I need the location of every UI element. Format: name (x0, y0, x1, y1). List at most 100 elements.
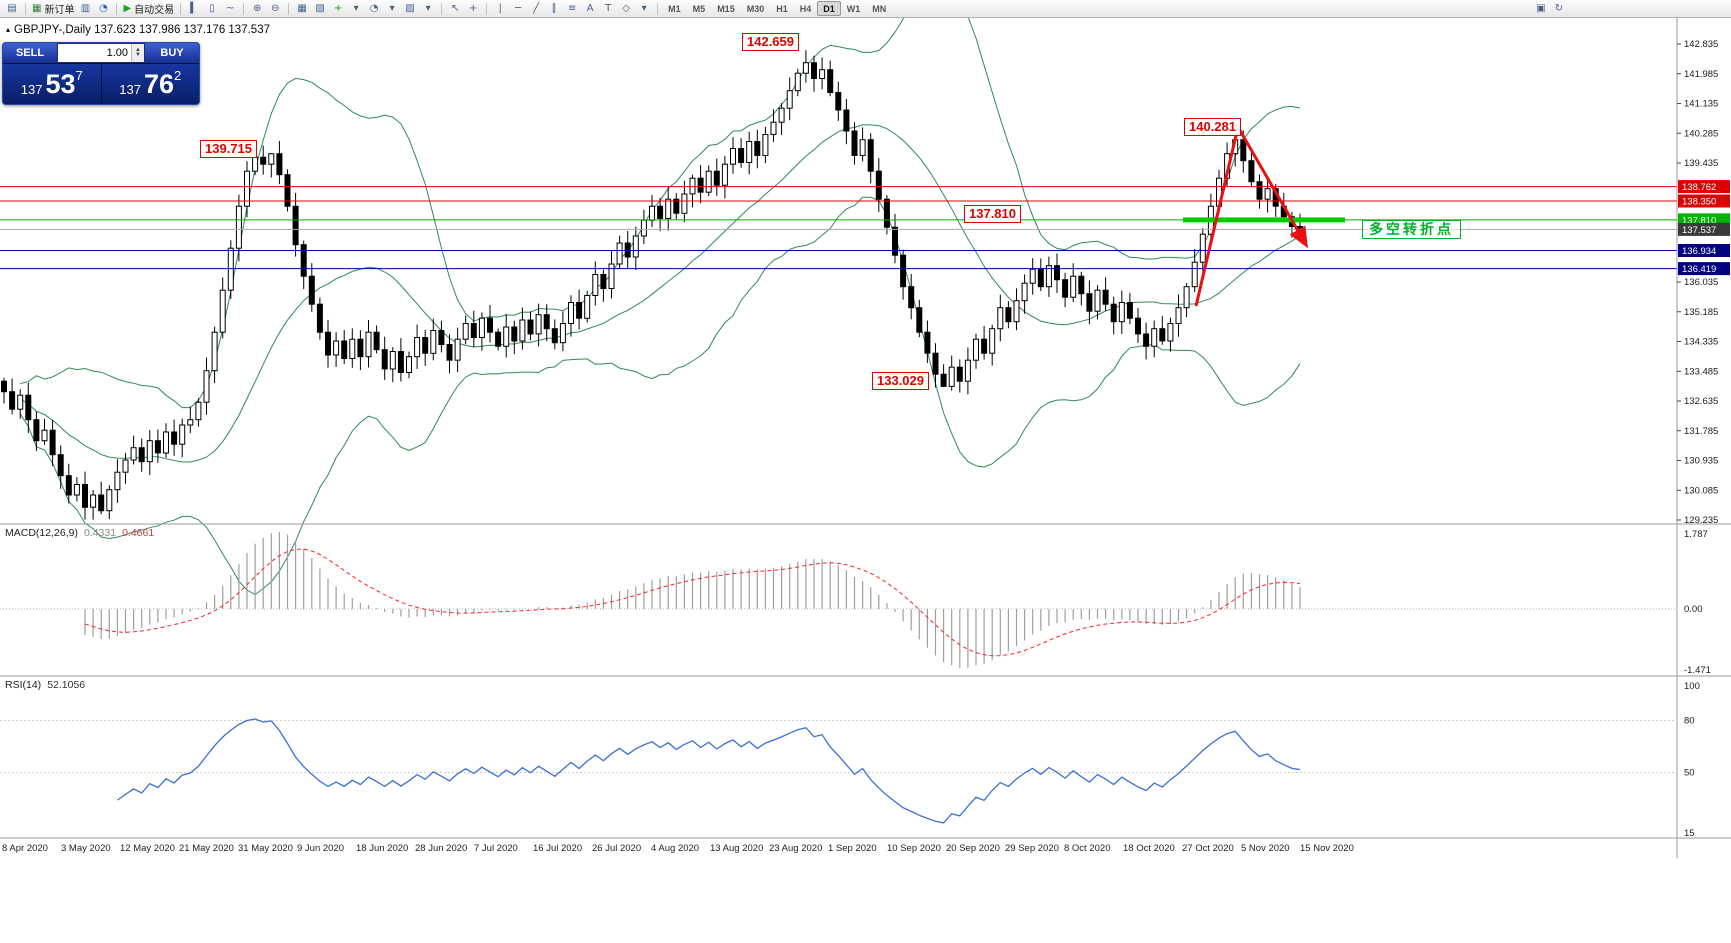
text-icon[interactable]: A (581, 1, 599, 16)
sell-button[interactable]: SELL (3, 43, 57, 63)
refresh-icon[interactable]: ↻ (1550, 1, 1568, 16)
buy-price[interactable]: 137 76 2 (101, 64, 199, 104)
symbol-marker-icon: ▴ (6, 25, 11, 34)
spin-up-icon[interactable]: ▲ (135, 47, 141, 53)
periods-icon[interactable]: ◔ (365, 1, 383, 16)
bollinger-middle[interactable] (19, 124, 1301, 463)
date-label: 31 May 2020 (238, 843, 293, 854)
chart-price-label[interactable]: 137.810 (964, 205, 1021, 223)
indicators-caret-icon: ▾ (353, 3, 359, 14)
cursor-icon[interactable]: ↖ (446, 1, 464, 16)
date-label: 16 Jul 2020 (533, 843, 582, 854)
timeframe-h4[interactable]: H4 (794, 1, 818, 16)
channel-icon: ∥ (551, 3, 557, 14)
sell-price[interactable]: 137 53 7 (3, 64, 101, 104)
timeframe-w1[interactable]: W1 (841, 1, 867, 16)
price-tag (1678, 244, 1730, 257)
macd-tick: -1.471 (1684, 665, 1711, 676)
vertical-line-icon: | (498, 3, 502, 14)
timeframe-h1[interactable]: H1 (770, 1, 794, 16)
zoom-out-icon[interactable]: ⊖ (266, 1, 284, 16)
candle-chart-type-icon: ▯ (209, 3, 215, 14)
chart-window-icon: ▤ (7, 3, 17, 14)
toolbar-separator (116, 2, 118, 15)
label-icon: T (605, 3, 612, 14)
price-tag-text: 138.762 (1682, 182, 1716, 193)
cursor-icon: ↖ (450, 3, 460, 14)
price-tag-text: 138.350 (1682, 197, 1716, 208)
timeframe-m15[interactable]: M15 (711, 1, 741, 16)
indicators-add-icon[interactable]: + (329, 1, 347, 16)
spin-down-icon[interactable]: ▼ (135, 52, 141, 58)
zoom-out-icon: ⊖ (270, 3, 280, 14)
timeframe-d1[interactable]: D1 (817, 1, 841, 16)
label-icon[interactable]: T (599, 1, 617, 16)
rsi-tick: 15 (1684, 828, 1695, 839)
price-tag (1678, 194, 1730, 208)
navigator-icon[interactable]: ▧ (311, 1, 329, 16)
buy-price-prefix: 137 (119, 82, 141, 97)
tile-windows-icon[interactable]: ▦ (293, 1, 311, 16)
shapes-caret-icon[interactable]: ▾ (635, 1, 653, 16)
chart-price-label[interactable]: 133.029 (872, 372, 929, 390)
window-arrange-icon[interactable]: ▣ (1532, 1, 1550, 16)
date-label: 23 Aug 2020 (769, 843, 822, 854)
clock-icon[interactable]: ◔ (94, 1, 112, 16)
line-chart-type-icon: ~ (225, 3, 235, 14)
chart-window-icon[interactable]: ▤ (3, 1, 21, 16)
templates-caret-icon[interactable]: ▾ (419, 1, 437, 16)
candle-chart-type-icon[interactable]: ▯ (203, 1, 221, 16)
timeframe-m1[interactable]: M1 (662, 1, 687, 16)
line-chart-type-icon[interactable]: ~ (221, 1, 239, 16)
horizontal-line-icon: ─ (515, 3, 522, 14)
chart-price-label[interactable]: 139.715 (200, 140, 257, 158)
navigator-icon: ▧ (315, 3, 325, 14)
shapes-icon: ◇ (622, 3, 630, 14)
price-tick: 141.985 (1684, 69, 1718, 80)
templates-icon[interactable]: ▨ (401, 1, 419, 16)
crosshair-icon: + (468, 3, 478, 14)
indicators-caret-icon[interactable]: ▾ (347, 1, 365, 16)
toolbar: ▤ ▦ 新订单 ▥ ◔ ▶ 自动交易 ▍ ▯ ~ ⊕ ⊖ ▦ ▧ + ▾ ◔ ▾ ▨ ▾ ↖ + | ─ ╱ ∥ ≡ A T ◇ ▾ M1 M5… (0, 0, 1731, 18)
channel-icon[interactable]: ∥ (545, 1, 563, 16)
crosshair-icon[interactable]: + (464, 1, 482, 16)
buy-button[interactable]: BUY (145, 43, 199, 63)
vertical-line-icon[interactable]: | (491, 1, 509, 16)
horizontal-line-icon[interactable]: ─ (509, 1, 527, 16)
periods-caret-icon[interactable]: ▾ (383, 1, 401, 16)
new-order-button[interactable]: ▦ 新订单 (30, 1, 76, 16)
timeframe-m30[interactable]: M30 (741, 1, 771, 16)
timeframe-mn[interactable]: MN (866, 1, 892, 16)
volume-spinner[interactable]: ▲ ▼ (131, 44, 144, 62)
zoom-in-icon[interactable]: ⊕ (248, 1, 266, 16)
macd-signal-line[interactable] (84, 548, 1301, 657)
volume-value: 1.00 (106, 47, 128, 59)
timeframe-m5[interactable]: M5 (687, 1, 712, 16)
date-label: 18 Jun 2020 (356, 843, 408, 854)
trendline-icon[interactable]: ╱ (527, 1, 545, 16)
price-tag-text: 137.810 (1682, 215, 1716, 226)
price-tick: 131.785 (1684, 426, 1718, 437)
fibonacci-icon[interactable]: ≡ (563, 1, 581, 16)
date-label: 21 May 2020 (179, 843, 234, 854)
autotrade-button[interactable]: ▶ 自动交易 (121, 1, 176, 16)
volume-input[interactable]: 1.00 ▲ ▼ (57, 43, 145, 63)
bollinger-lower[interactable] (19, 196, 1301, 596)
date-label: 26 Jul 2020 (592, 843, 641, 854)
chart-price-label[interactable]: 142.659 (742, 33, 799, 51)
macd-panel: 1.787 0.00 -1.471 (0, 529, 1711, 676)
chart-info-line: ▴ GBPJPY-,Daily 137.623 137.986 137.176 1… (6, 24, 270, 36)
rsi-line[interactable] (117, 718, 1301, 824)
chart-list-icon[interactable]: ▥ (76, 1, 94, 16)
bar-chart-type-icon[interactable]: ▍ (185, 1, 203, 16)
price-tick: 135.185 (1684, 307, 1718, 318)
one-click-trading-panel: SELL 1.00 ▲ ▼ BUY 137 53 7 137 76 2 (2, 42, 200, 105)
turning-point-label[interactable]: 多空转折点 (1362, 220, 1461, 239)
chart-price-label[interactable]: 140.281 (1184, 118, 1241, 136)
toolbar-separator (243, 2, 245, 15)
macd-label: MACD(12,26,9) 0.4331 0.4661 (5, 527, 154, 539)
price-tick: 134.335 (1684, 337, 1718, 348)
shapes-icon[interactable]: ◇ (617, 1, 635, 16)
price-tick: 129.235 (1684, 515, 1718, 526)
